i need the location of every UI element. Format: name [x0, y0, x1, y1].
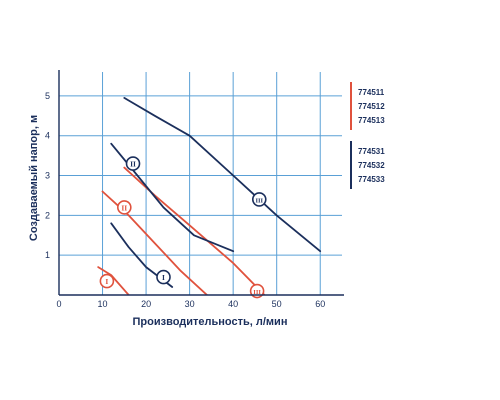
series-marker-label-red-I: I [105, 277, 108, 286]
x-tick-label-0: 0 [56, 299, 61, 309]
series-marker-navy-III [251, 192, 267, 207]
series-marker-label-navy-I: I [162, 273, 165, 282]
series-marker-navy-II [125, 156, 141, 171]
x-tick-label-40: 40 [228, 299, 238, 309]
y-tick-label-4: 4 [45, 131, 50, 141]
legend-item-774512: 774512 [358, 102, 385, 111]
series-marker-label-red-III: III [253, 289, 261, 296]
y-tick-label-5: 5 [45, 91, 50, 101]
series-marker-navy-I [156, 269, 171, 285]
legend-red-bar [350, 82, 352, 130]
legend-navy-bar [350, 141, 352, 189]
x-tick-label-50: 50 [272, 299, 282, 309]
series-marker-red-II [117, 200, 132, 215]
legend-item-774513: 774513 [358, 116, 385, 125]
series-line-red-III [123, 166, 266, 295]
y-tick-label-1: 1 [45, 250, 50, 260]
series-marker-label-navy-II: II [130, 160, 136, 169]
y-tick-label-2: 2 [45, 210, 50, 220]
x-tick-label-60: 60 [315, 299, 325, 309]
legend-item-774511: 774511 [358, 88, 385, 97]
legend-item-774532: 774532 [358, 161, 385, 170]
series-line-navy-III [123, 97, 322, 253]
axes: 0 10 20 30 40 50 60 1 2 3 4 5 [45, 70, 344, 309]
series-layer [97, 97, 322, 295]
series-marker-red-I [99, 273, 115, 289]
y-axis-title: Создаваемый напор, м [28, 115, 40, 241]
x-tick-label-30: 30 [185, 299, 195, 309]
grid [59, 72, 342, 295]
legend-item-774531: 774531 [358, 147, 385, 156]
series-line-red-I [97, 266, 130, 295]
x-tick-label-10: 10 [98, 299, 108, 309]
x-tick-label-20: 20 [141, 299, 151, 309]
legend-item-774533: 774533 [358, 175, 385, 184]
x-axis-title: Производительность, л/мин [133, 316, 288, 328]
series-marker-label-navy-III: III [255, 197, 263, 204]
y-tick-label-3: 3 [45, 171, 50, 181]
series-marker-label-red-II: II [121, 203, 127, 212]
series-marker-red-III [249, 283, 265, 299]
